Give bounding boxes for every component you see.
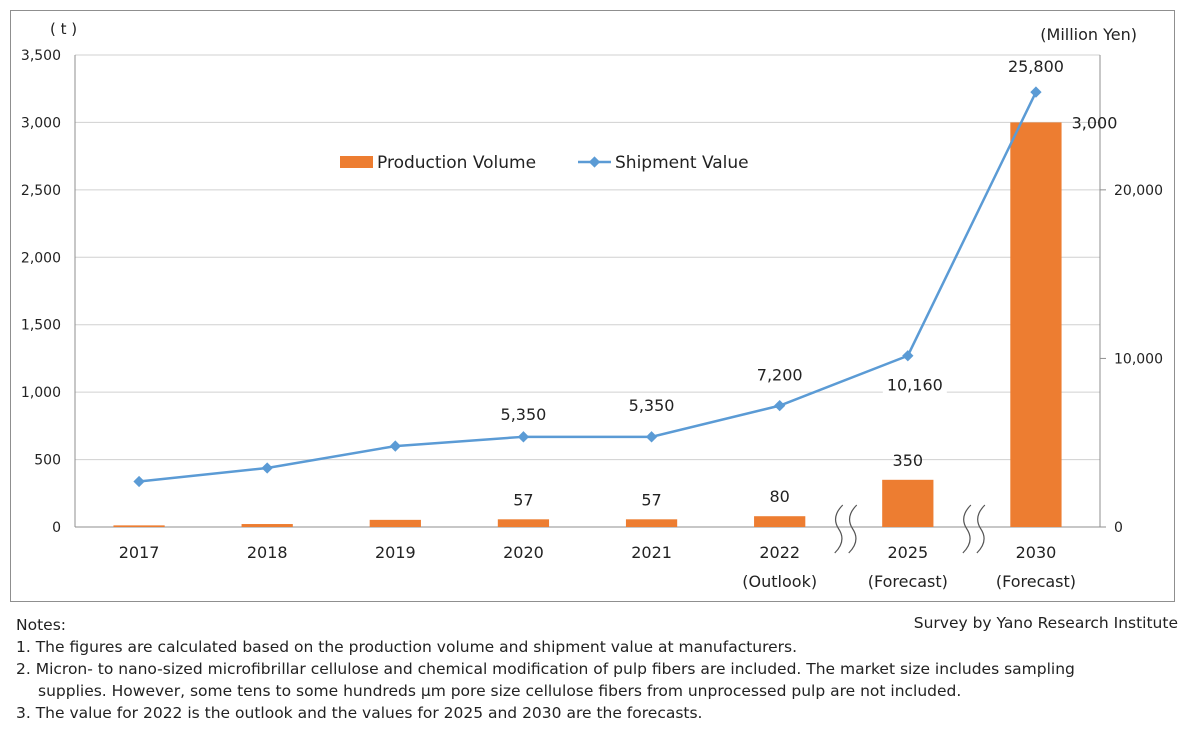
note-2: 2. Micron- to nano-sized microfibrillar …: [16, 660, 1075, 678]
data-labels: 57 57 80 350 3,000 5,350 5,350 7,200 10,160 25,80…: [501, 57, 1118, 509]
bar-production-volume: [369, 519, 421, 527]
x-tick-label: 2021: [631, 543, 672, 562]
shipment-value-marker: [774, 399, 786, 412]
legend-swatch-production-volume: [340, 156, 373, 168]
bar-production-volume: [241, 524, 293, 527]
note-1: 1. The figures are calculated based on t…: [16, 638, 798, 656]
x-tick-label: 2017: [119, 543, 160, 562]
bar-data-label: 57: [641, 490, 661, 509]
legend-marker-shipment-value: [588, 156, 601, 168]
bar-data-label: 350: [893, 451, 924, 470]
line-data-label: 7,200: [757, 366, 803, 385]
y-left-tick-label: 0: [52, 520, 61, 536]
axis-break-mark: [848, 504, 858, 554]
note-3: 3. The value for 2022 is the outlook and…: [16, 704, 703, 722]
x-axis-labels: 2017 2018 2019 2020 2021 2022 (Outlook) 2025 (Fo…: [119, 543, 1076, 591]
bar-data-label: 80: [770, 487, 790, 506]
shipment-value-marker: [261, 462, 273, 474]
bar-production-volume: [1010, 122, 1062, 527]
bar-data-label: 3,000: [1072, 113, 1118, 132]
notes: Notes: 1. The figures are calculated bas…: [16, 614, 1186, 724]
legend-label-production-volume: Production Volume: [377, 153, 536, 173]
shipment-value-marker: [902, 350, 914, 362]
axis-break-mark: [976, 504, 986, 554]
shipment-value-marker: [133, 475, 145, 488]
legend-label-shipment-value: Shipment Value: [615, 153, 749, 173]
shipment-value-marker: [1030, 86, 1042, 98]
axis-break-mark: [834, 504, 844, 554]
y-left-tick-label: 3,000: [21, 115, 61, 131]
axis-breaks: [834, 504, 986, 554]
line-series: [133, 86, 1042, 488]
x-tick-label: 2022: [759, 543, 800, 562]
combo-chart: 0 500 1,000 1,500 2,000 2,500 3,000 3,500 0 10,00…: [21, 20, 1163, 591]
bar-data-label: 57: [513, 490, 533, 509]
y-left-tick-label: 1,000: [21, 385, 61, 401]
x-tick-label: 2020: [503, 543, 544, 562]
notes-heading: Notes:: [16, 616, 66, 634]
x-tick-sublabel: (Outlook): [742, 572, 817, 591]
y-right-tick-label: 10,000: [1114, 351, 1163, 367]
x-tick-sublabel: (Forecast): [868, 572, 948, 591]
line-data-label: 25,800: [1008, 57, 1064, 76]
x-tick-label: 2025: [887, 543, 928, 562]
y-left-unit-label: ( t ): [50, 20, 77, 38]
y-right-tick-label: 20,000: [1114, 183, 1163, 199]
x-tick-label: 2030: [1016, 543, 1057, 562]
line-data-label: 5,350: [629, 396, 675, 415]
shipment-value-marker: [645, 431, 658, 443]
y-right-tick-label: 0: [1114, 520, 1123, 536]
shipment-value-marker: [389, 440, 401, 452]
x-tick-sublabel: (Forecast): [996, 572, 1076, 591]
note-2-cont: supplies. However, some tens to some hun…: [38, 682, 962, 700]
bar-production-volume: [882, 479, 934, 527]
chart-frame: [10, 10, 1175, 602]
y-left-tick-label: 3,500: [21, 48, 61, 64]
bar-production-volume: [113, 525, 165, 527]
source-credit: Survey by Yano Research Institute: [913, 614, 1178, 632]
x-tick-label: 2019: [375, 543, 416, 562]
bar-production-volume: [754, 516, 806, 527]
line-data-label: 10,160: [887, 376, 943, 395]
shipment-value-marker: [517, 431, 530, 443]
line-data-label: 5,350: [501, 405, 547, 424]
y-left-tick-label: 2,500: [21, 183, 61, 199]
axes: 0 500 1,000 1,500 2,000 2,500 3,000 3,500 0 10,00…: [21, 20, 1163, 536]
y-left-tick-label: 2,000: [21, 250, 61, 266]
y-left-tick-label: 500: [34, 453, 61, 469]
bars: [113, 122, 1062, 527]
bar-production-volume: [497, 519, 550, 527]
gridlines: [75, 54, 1100, 461]
y-left-tick-label: 1,500: [21, 318, 61, 334]
shipment-value-line: [138, 91, 1038, 483]
bar-production-volume: [625, 519, 678, 527]
axis-break-mark: [962, 504, 972, 554]
label-background: [882, 373, 947, 398]
y-right-unit-label: (Million Yen): [1040, 25, 1137, 44]
x-tick-label: 2018: [247, 543, 288, 562]
legend: Production Volume Shipment Value: [340, 153, 749, 173]
